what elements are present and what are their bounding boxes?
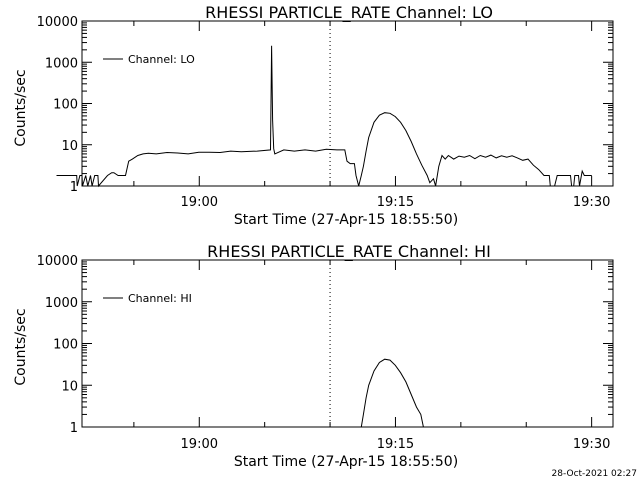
hi-series-line [360, 358, 424, 428]
hi-y-tick-label: 10000 [37, 254, 78, 269]
lo-legend: Channel: LO [103, 53, 195, 66]
hi-y-tick-label: 10 [61, 379, 78, 394]
hi-x-tick-label: 19:30 [573, 437, 610, 452]
lo-legend-label: Channel: LO [128, 53, 195, 66]
lo-y-tick-label: 10 [61, 139, 78, 154]
hi-y-axis-label: Counts/sec [13, 308, 29, 385]
hi-x-tick-label: 19:00 [181, 437, 218, 452]
lo-chart-title: RHESSI PARTICLE_RATE Channel: LO [205, 3, 493, 23]
hi-y-tick-label: 100 [53, 338, 78, 353]
hi-x-tick-label: 19:15 [377, 437, 414, 452]
lo-series-line [56, 45, 592, 188]
hi-legend: Channel: HI [103, 292, 192, 305]
plot-timestamp: 28-Oct-2021 02:27 [552, 469, 637, 479]
hi-y-tick-label: 1000 [45, 296, 78, 311]
lo-x-axis-label: Start Time (27-Apr-15 18:55:50) [234, 212, 458, 228]
hi-chart-title: RHESSI PARTICLE_RATE Channel: HI [207, 242, 491, 262]
hi-channel-panel: RHESSI PARTICLE_RATE Channel: HI Counts/… [13, 242, 614, 470]
hi-plot-frame [81, 259, 614, 428]
lo-channel-panel: RHESSI PARTICLE_RATE Channel: LO Counts/… [13, 3, 614, 228]
lo-y-tick-label: 10000 [37, 15, 78, 30]
lo-y-tick-label: 1 [70, 180, 78, 195]
lo-x-tick-label: 19:15 [377, 195, 414, 210]
lo-y-tick-label: 1000 [45, 56, 78, 71]
lo-y-tick-label: 100 [53, 98, 78, 113]
hi-x-axis-label: Start Time (27-Apr-15 18:55:50) [234, 454, 458, 470]
hi-legend-label: Channel: HI [128, 292, 192, 305]
lo-x-tick-label: 19:30 [573, 195, 610, 210]
hi-y-tick-label: 1 [70, 421, 78, 436]
lo-x-tick-label: 19:00 [181, 195, 218, 210]
lo-y-axis-label: Counts/sec [13, 69, 29, 146]
